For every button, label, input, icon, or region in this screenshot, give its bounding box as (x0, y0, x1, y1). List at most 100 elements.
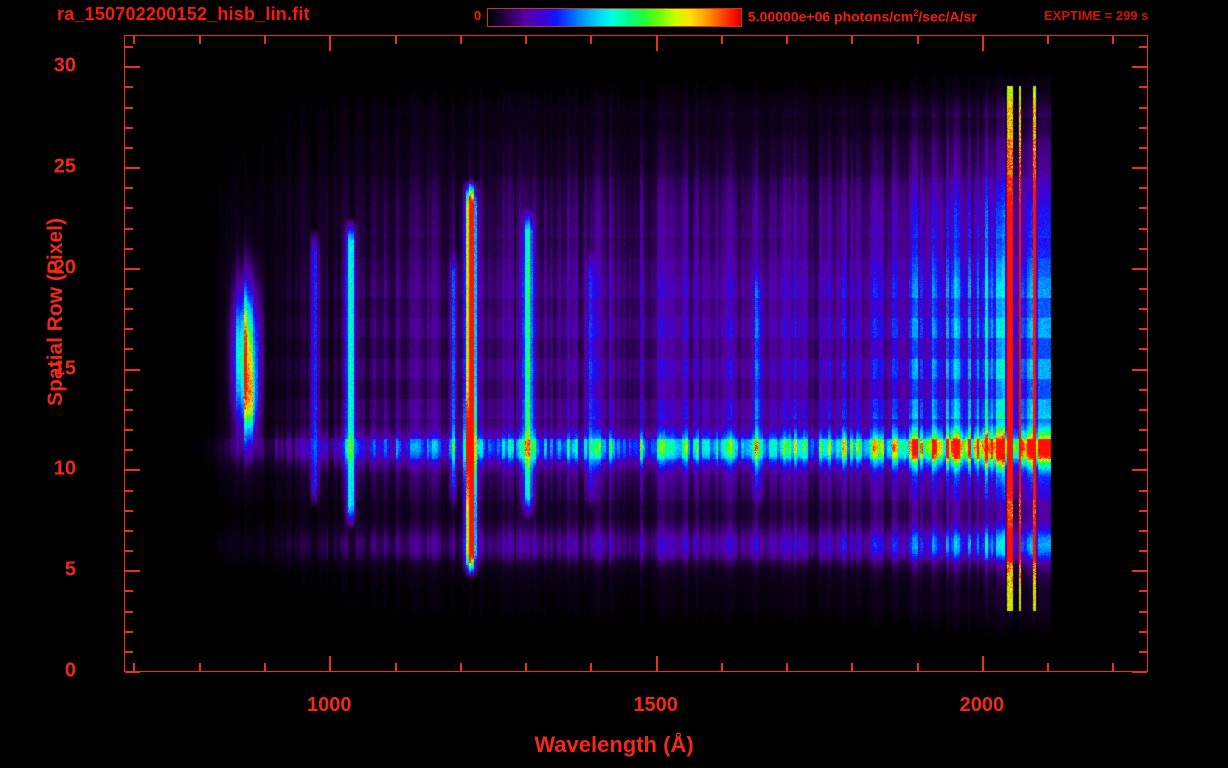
colorbar-min-label: 0 (474, 8, 482, 23)
y-tick-11 (125, 449, 133, 451)
y-tick-right-29 (1139, 86, 1147, 88)
y-tick-right-21 (1139, 248, 1147, 250)
spectrogram-plot-frame (124, 35, 1148, 672)
x-tick-top-900 (264, 36, 266, 44)
y-tick-19 (125, 288, 133, 290)
x-tick-900 (264, 663, 266, 671)
y-tick-8 (125, 510, 133, 512)
y-tick-13 (125, 409, 133, 411)
colorbar-max-exponent: 2 (913, 8, 919, 18)
y-tick-right-30 (1132, 66, 1147, 68)
y-tick-right-2 (1139, 631, 1147, 633)
y-tick-21 (125, 248, 133, 250)
x-tick-label-1500: 1500 (633, 694, 678, 716)
y-tick-right-10 (1132, 469, 1147, 471)
y-tick-24 (125, 187, 133, 189)
x-tick-1900 (917, 663, 919, 671)
x-tick-top-1500 (656, 36, 658, 51)
y-tick-18 (125, 308, 133, 310)
x-tick-1200 (460, 663, 462, 671)
y-tick-14 (125, 389, 133, 391)
y-tick-10 (125, 469, 140, 471)
y-tick-label-25: 25 (53, 155, 76, 178)
y-tick-31 (125, 46, 133, 48)
y-tick-2 (125, 631, 133, 633)
y-tick-right-5 (1132, 570, 1147, 572)
y-tick-3 (125, 611, 133, 613)
y-tick-right-9 (1139, 490, 1147, 492)
x-tick-top-1100 (395, 36, 397, 44)
x-tick-2100 (1047, 663, 1049, 671)
y-tick-right-20 (1132, 268, 1147, 270)
colorbar-max-units: /sec/A/sr (918, 8, 977, 25)
y-tick-16 (125, 348, 133, 350)
page-title: ra_150702200152_hisb_lin.fit (57, 4, 310, 24)
y-tick-9 (125, 490, 133, 492)
x-tick-2200 (1112, 663, 1114, 671)
y-tick-right-25 (1132, 167, 1147, 169)
y-tick-29 (125, 86, 133, 88)
y-tick-1 (125, 651, 133, 653)
y-tick-right-24 (1139, 187, 1147, 189)
x-tick-top-1300 (525, 36, 527, 44)
y-tick-right-12 (1139, 429, 1147, 431)
y-tick-right-14 (1139, 389, 1147, 391)
y-tick-right-16 (1139, 348, 1147, 350)
y-tick-right-4 (1139, 590, 1147, 592)
x-tick-top-2000 (982, 36, 984, 51)
x-tick-1100 (395, 663, 397, 671)
x-tick-700 (133, 663, 135, 671)
x-tick-top-1000 (329, 36, 331, 51)
x-tick-top-2200 (1112, 36, 1114, 44)
y-tick-right-7 (1139, 530, 1147, 532)
y-tick-label-15: 15 (53, 357, 76, 380)
x-tick-top-800 (199, 36, 201, 44)
y-tick-6 (125, 550, 133, 552)
y-tick-right-0 (1132, 671, 1147, 673)
colorbar-max-label: 5.00000e+06 photons/cm2/sec/A/sr (748, 8, 977, 25)
y-tick-right-13 (1139, 409, 1147, 411)
x-tick-1800 (851, 663, 853, 671)
y-tick-0 (125, 671, 140, 673)
y-tick-right-15 (1132, 369, 1147, 371)
x-axis-title: Wavelength (Å) (534, 732, 694, 757)
y-tick-7 (125, 530, 133, 532)
y-tick-label-20: 20 (53, 256, 76, 279)
y-tick-right-11 (1139, 449, 1147, 451)
y-tick-right-27 (1139, 127, 1147, 129)
x-tick-800 (199, 663, 201, 671)
y-tick-right-28 (1139, 107, 1147, 109)
y-tick-right-23 (1139, 207, 1147, 209)
x-tick-top-2100 (1047, 36, 1049, 44)
y-tick-label-5: 5 (64, 558, 76, 581)
y-tick-label-10: 10 (53, 457, 76, 480)
x-tick-top-1800 (851, 36, 853, 44)
x-tick-label-2000: 2000 (959, 694, 1005, 716)
y-tick-right-8 (1139, 510, 1147, 512)
y-tick-label-0: 0 (64, 659, 76, 682)
y-tick-right-26 (1139, 147, 1147, 149)
y-tick-right-1 (1139, 651, 1147, 653)
y-tick-right-6 (1139, 550, 1147, 552)
x-tick-label-1000: 1000 (307, 694, 352, 716)
y-tick-right-18 (1139, 308, 1147, 310)
x-tick-1500 (656, 656, 658, 671)
y-tick-27 (125, 127, 133, 129)
x-tick-1000 (329, 656, 331, 671)
x-tick-top-700 (133, 36, 135, 44)
y-axis-title: Spatial Row (Pixel) (44, 218, 67, 406)
colorbar-max-value: 5.00000e+06 photons/cm (748, 8, 914, 25)
y-tick-30 (125, 66, 140, 68)
x-tick-top-1400 (590, 36, 592, 44)
y-tick-right-19 (1139, 288, 1147, 290)
y-tick-26 (125, 147, 133, 149)
x-tick-top-1900 (917, 36, 919, 44)
x-tick-1600 (721, 663, 723, 671)
y-tick-label-30: 30 (53, 54, 76, 77)
exptime-label: EXPTIME = 299 s (1044, 8, 1149, 23)
y-tick-25 (125, 167, 140, 169)
x-tick-2000 (982, 656, 984, 671)
y-tick-17 (125, 328, 133, 330)
rainbow-colorbar (487, 8, 742, 27)
